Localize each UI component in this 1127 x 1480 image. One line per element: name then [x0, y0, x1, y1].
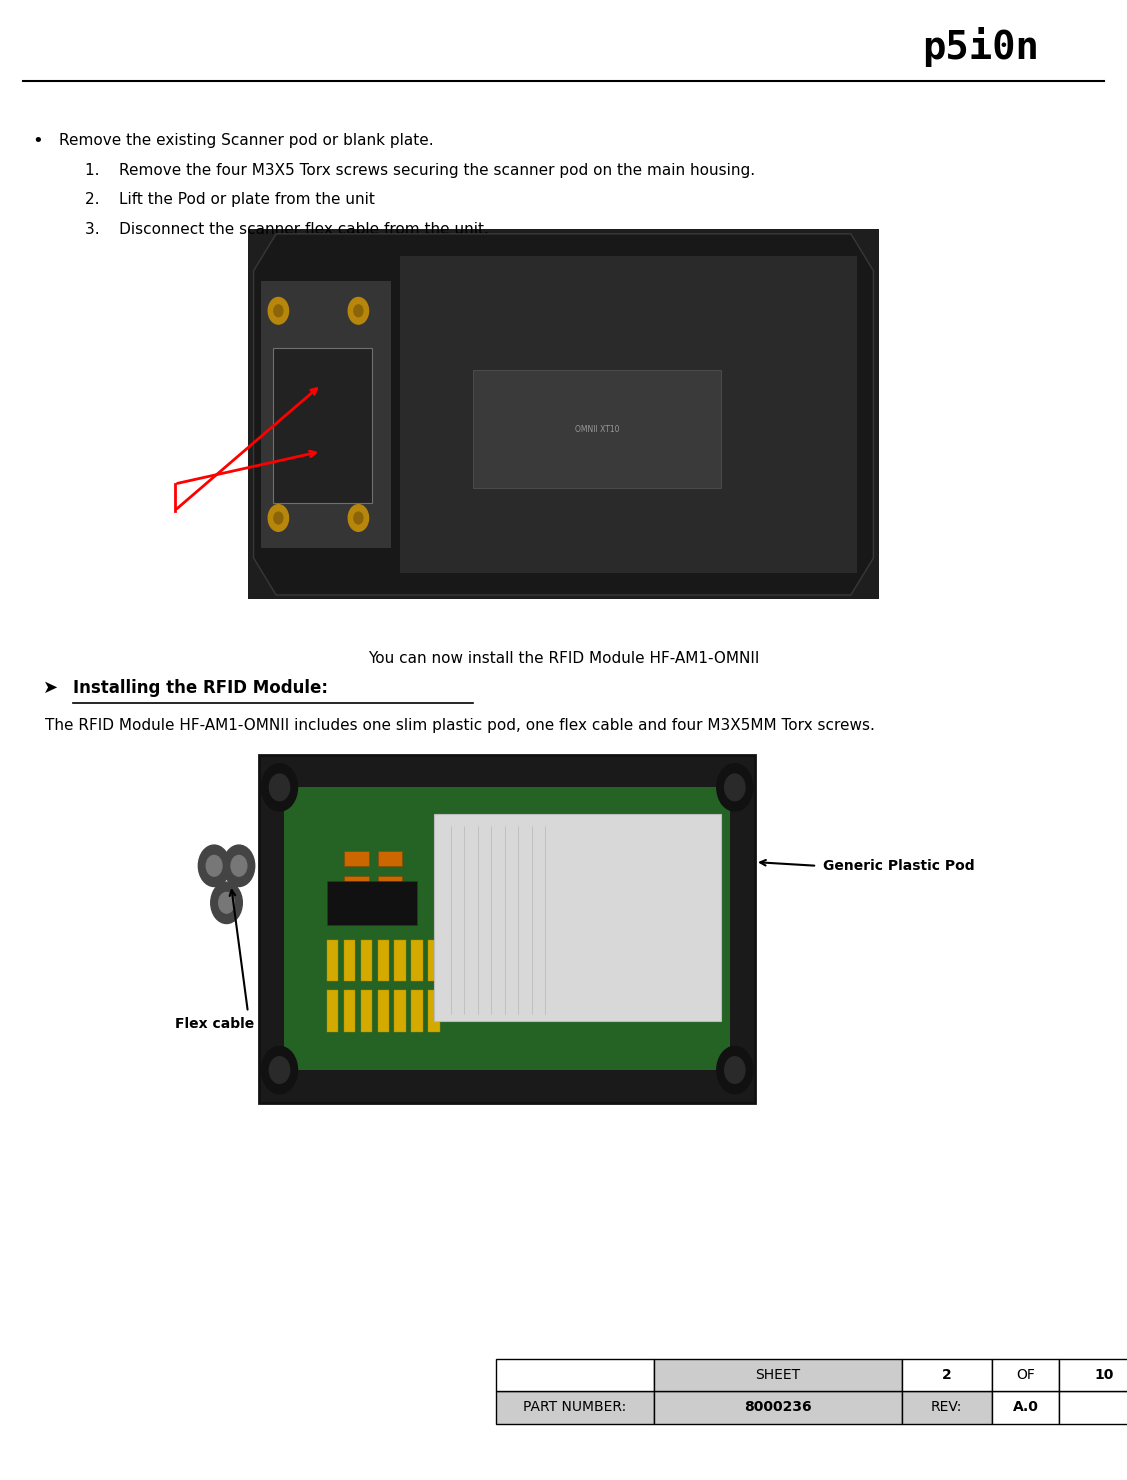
Bar [259, 755, 755, 1103]
Text: SHEET: SHEET [755, 1368, 800, 1382]
Bar [434, 814, 721, 1021]
Circle shape [269, 774, 290, 801]
Text: 2.    Lift the Pod or plate from the unit: 2. Lift the Pod or plate from the unit [85, 192, 374, 207]
Circle shape [354, 512, 363, 524]
Bar [284, 787, 730, 1070]
Text: 3.    Disconnect the scanner flex cable from the unit.: 3. Disconnect the scanner flex cable fro… [85, 222, 488, 237]
Bar [473, 370, 721, 488]
Bar [344, 940, 355, 981]
Bar [411, 940, 423, 981]
Circle shape [348, 297, 369, 324]
Circle shape [269, 1057, 290, 1083]
Text: Installing the RFID Module:: Installing the RFID Module: [73, 679, 328, 697]
Circle shape [717, 764, 753, 811]
Circle shape [717, 1046, 753, 1094]
Bar [496, 1359, 654, 1391]
Bar [378, 876, 402, 891]
Bar [344, 851, 369, 866]
Text: PART NUMBER:: PART NUMBER: [523, 1400, 627, 1415]
Bar [654, 1359, 902, 1391]
Bar [428, 990, 440, 1032]
Bar [344, 990, 355, 1032]
Text: •: • [32, 132, 43, 149]
Bar [378, 851, 402, 866]
Circle shape [223, 845, 255, 887]
Text: 2: 2 [942, 1368, 951, 1382]
Circle shape [261, 1046, 298, 1094]
Bar [327, 990, 338, 1032]
Bar [496, 1391, 654, 1424]
Circle shape [261, 764, 298, 811]
Text: 10: 10 [1094, 1368, 1115, 1382]
Bar [378, 990, 389, 1032]
Circle shape [354, 305, 363, 317]
Circle shape [268, 505, 289, 531]
Text: ➤: ➤ [43, 679, 59, 697]
Bar [411, 990, 423, 1032]
Bar [1059, 1359, 1127, 1391]
Bar [361, 940, 372, 981]
Circle shape [268, 297, 289, 324]
Circle shape [211, 882, 242, 924]
Bar [992, 1359, 1059, 1391]
Bar [248, 229, 879, 599]
Text: REV:: REV: [931, 1400, 962, 1415]
Bar [261, 281, 391, 548]
Text: The RFID Module HF-AM1-OMNII includes one slim plastic pod, one flex cable and f: The RFID Module HF-AM1-OMNII includes on… [45, 718, 875, 733]
Text: Generic Plastic Pod: Generic Plastic Pod [823, 858, 975, 873]
Bar [902, 1391, 992, 1424]
Text: A.0: A.0 [1013, 1400, 1038, 1415]
Bar [394, 990, 406, 1032]
Bar [654, 1391, 902, 1424]
Circle shape [198, 845, 230, 887]
Bar [327, 940, 338, 981]
Text: 1.    Remove the four M3X5 Torx screws securing the scanner pod on the main hous: 1. Remove the four M3X5 Torx screws secu… [85, 163, 755, 178]
Text: You can now install the RFID Module HF-AM1-OMNII: You can now install the RFID Module HF-A… [367, 651, 760, 666]
Text: p5i0n: p5i0n [922, 27, 1039, 68]
Bar [361, 990, 372, 1032]
Text: 8000236: 8000236 [744, 1400, 811, 1415]
Bar [992, 1391, 1059, 1424]
Bar [394, 940, 406, 981]
Circle shape [206, 855, 222, 876]
Bar [378, 940, 389, 981]
Circle shape [274, 305, 283, 317]
Circle shape [725, 1057, 745, 1083]
Polygon shape [254, 234, 873, 595]
Bar [327, 881, 417, 925]
Bar [273, 348, 372, 503]
Circle shape [725, 774, 745, 801]
Bar [344, 876, 369, 891]
Bar [428, 940, 440, 981]
Text: OF: OF [1017, 1368, 1035, 1382]
Circle shape [231, 855, 247, 876]
Circle shape [274, 512, 283, 524]
Text: Remove the existing Scanner pod or blank plate.: Remove the existing Scanner pod or blank… [59, 133, 433, 148]
Text: OMNII XT10: OMNII XT10 [575, 425, 620, 434]
Circle shape [348, 505, 369, 531]
Bar [1059, 1391, 1127, 1424]
Bar [902, 1359, 992, 1391]
Bar [400, 256, 857, 573]
Circle shape [219, 892, 234, 913]
Text: Flex cable: Flex cable [175, 1017, 254, 1032]
